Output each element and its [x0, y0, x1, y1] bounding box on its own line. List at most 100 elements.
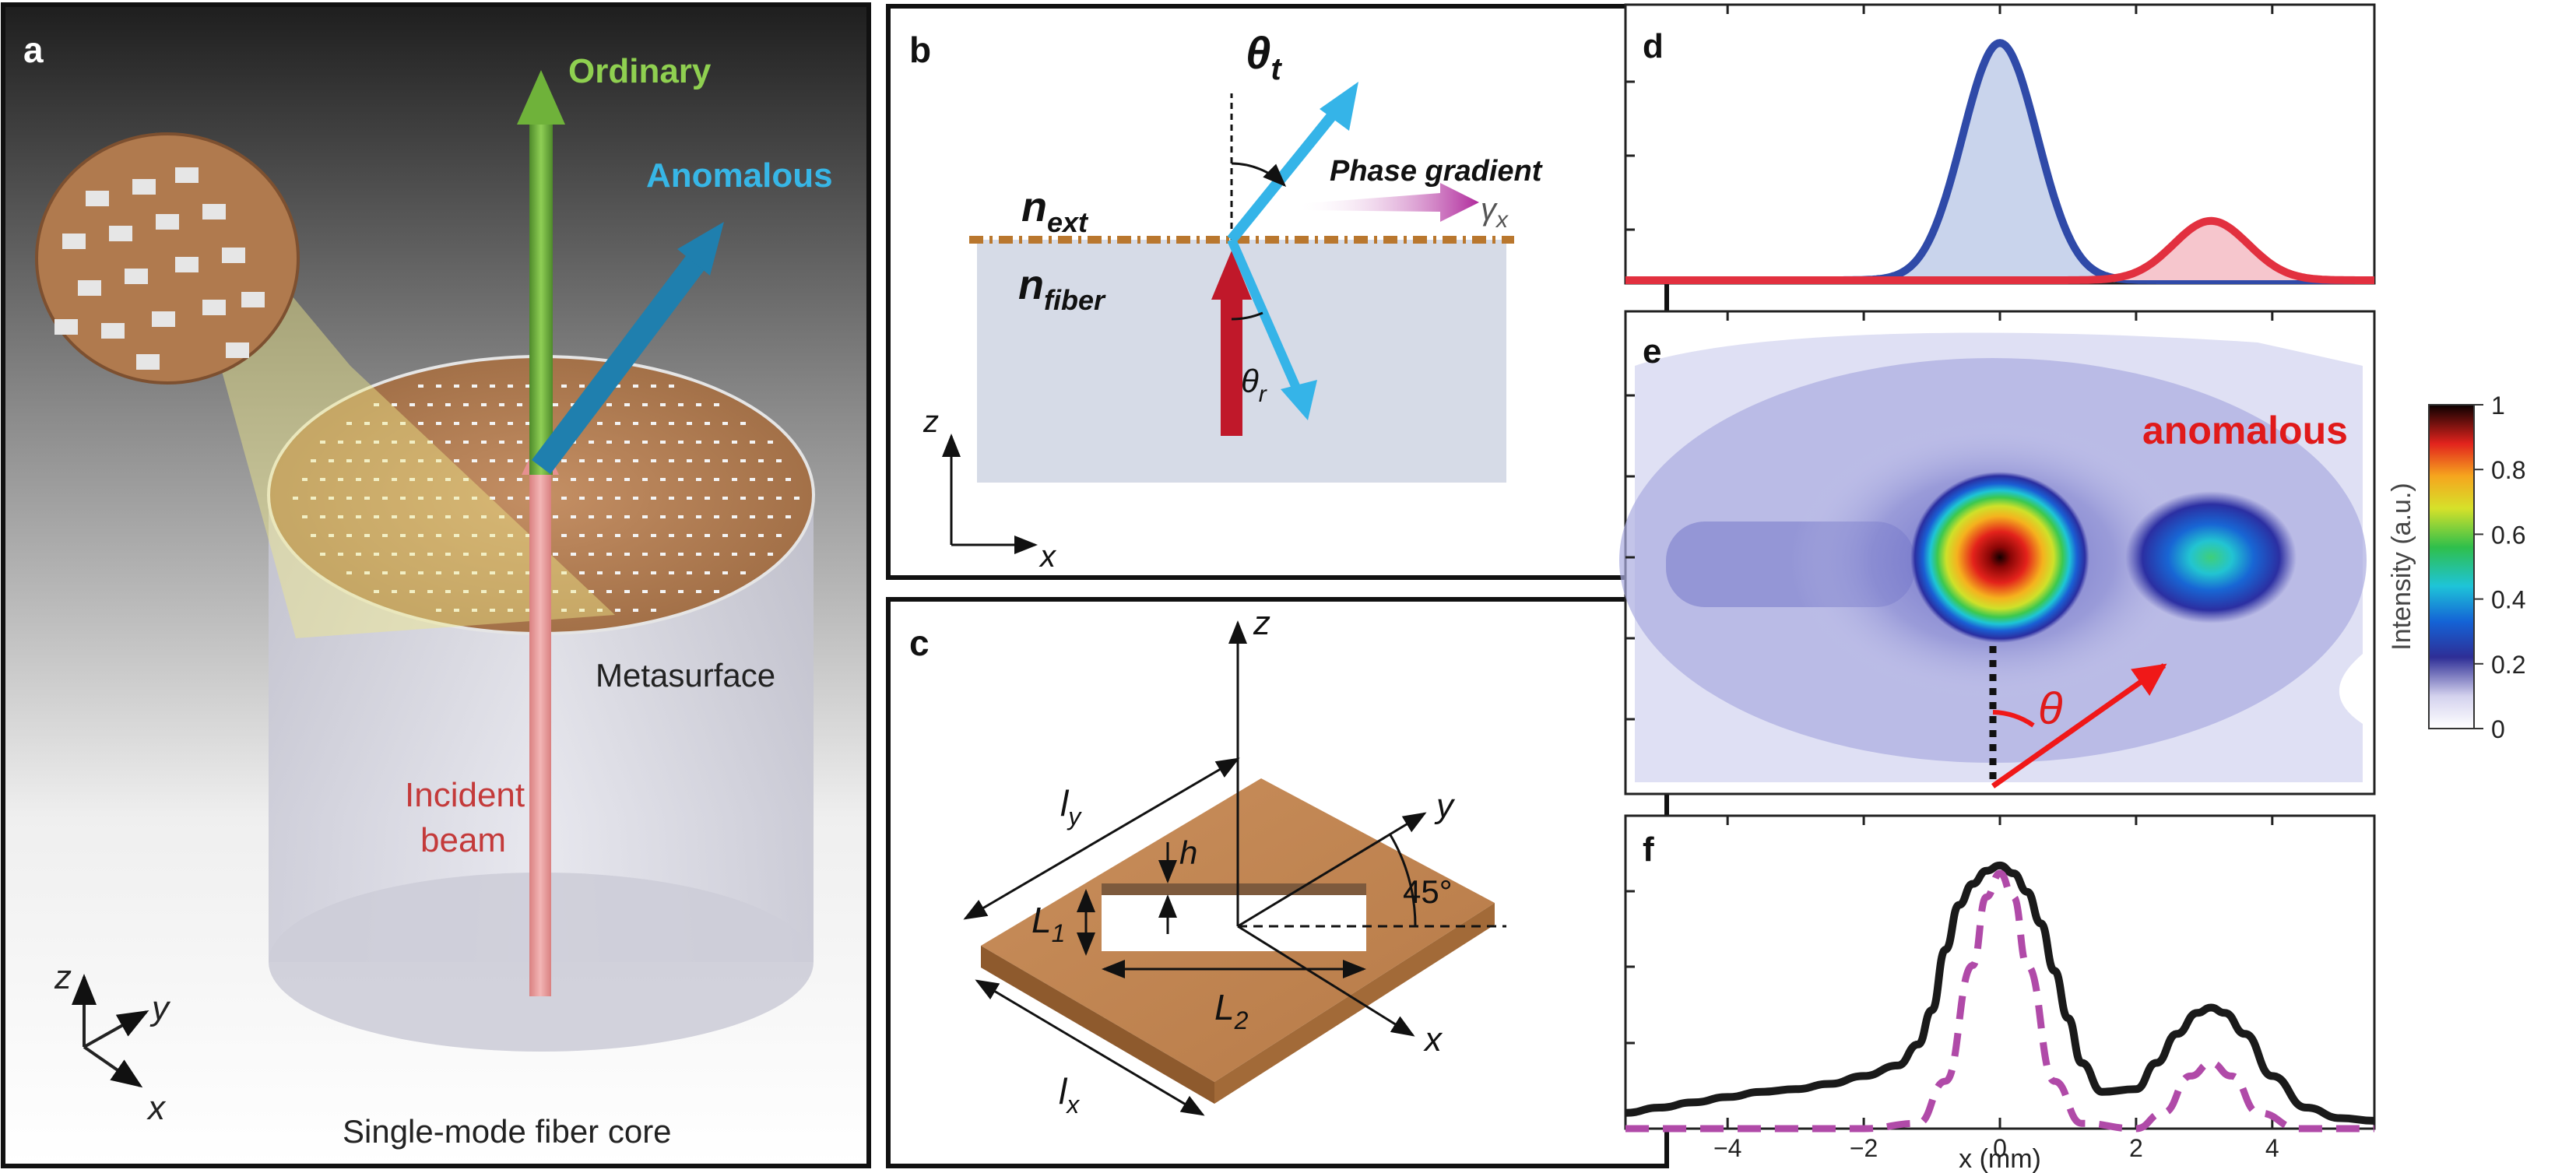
- nanoslit-dot: [589, 478, 594, 481]
- x-tick-label: 0: [1993, 1134, 2007, 1162]
- nanoslit-dot: [624, 478, 630, 481]
- nanoslit-dot: [356, 515, 361, 518]
- panel-d-curves: [1625, 39, 2374, 284]
- nanoslit-dot: [490, 497, 495, 500]
- anomalous-direction-arrow: [1991, 663, 2167, 788]
- nanoslit-dot: [768, 478, 773, 481]
- nanoslit-dot: [776, 534, 782, 537]
- nanoslit-dot: [436, 422, 441, 425]
- panel-f-tick-labels: −4 −2 0 2 4: [1713, 1134, 2279, 1162]
- nanoslit-dot: [571, 403, 576, 406]
- nanoslit-dot: [490, 534, 495, 537]
- nanoslit-dot: [508, 385, 513, 388]
- series-line-1: [1625, 869, 2374, 1133]
- x-tick-label: −4: [1713, 1134, 1741, 1162]
- nanoslit-dot: [669, 534, 674, 537]
- nanoslit-dot: [320, 478, 325, 481]
- nanoslit-dot: [472, 534, 477, 537]
- nanoslit-dot: [642, 478, 648, 481]
- nanoslit-dot: [651, 459, 656, 462]
- n-ext-label: next: [1021, 184, 1089, 238]
- colorbar-tick-label: 0.8: [2491, 456, 2525, 484]
- nanoslit-dot: [392, 441, 397, 444]
- zoom-cone: [156, 132, 615, 638]
- nanoslit-dot: [606, 403, 612, 406]
- nanoslit-dot: [525, 534, 531, 537]
- nanoslit-dot: [302, 515, 308, 518]
- nanoslit-dot: [696, 515, 701, 518]
- nanoslit-dot: [714, 478, 719, 481]
- nanoslit-dot: [374, 478, 379, 481]
- nanoslit-dot: [472, 459, 477, 462]
- nanoslit-dot: [642, 403, 648, 406]
- nanoslit-dot: [624, 403, 630, 406]
- nanoslit-dot: [454, 571, 459, 574]
- nanoslit-dot: [669, 385, 674, 388]
- nanoslit-dot: [329, 497, 334, 500]
- fiber-core-label: Single-mode fiber core: [343, 1113, 672, 1150]
- nanoslit-dot: [714, 515, 719, 518]
- nanoslit-dot: [364, 497, 370, 500]
- h-label: h: [1179, 834, 1197, 871]
- nanoslit-dot: [776, 497, 782, 500]
- nanoslit-dot: [642, 590, 648, 593]
- theta-arc: [1992, 710, 2035, 728]
- nanoslit-dot: [597, 422, 603, 425]
- nanoslit-dot: [687, 459, 692, 462]
- nanoslit-dot: [364, 422, 370, 425]
- panel-c-axes: [963, 620, 1506, 1116]
- nanoslit-dot: [768, 553, 773, 556]
- incident-arrow-b: [1221, 296, 1242, 436]
- nanoslit-dot: [436, 459, 441, 462]
- nanoslit-dot: [472, 609, 477, 612]
- colorbar: 1 0.8 0.6 0.4 0.2 0 Intensity (a.u.): [2387, 392, 2525, 743]
- nanoslit-dot: [409, 590, 415, 593]
- panel-b-letter: b: [909, 30, 931, 70]
- nanoslit-dot: [472, 571, 477, 574]
- nanoslit-dot: [499, 478, 504, 481]
- nanoslit-dot: [293, 497, 298, 500]
- panel-a-axis-y: y: [149, 989, 171, 1027]
- nanoslit-dot: [758, 497, 764, 500]
- nanoslit-dot: [750, 478, 755, 481]
- nanoslit-dot: [615, 571, 620, 574]
- nanoslit-dot: [374, 441, 379, 444]
- nanoslit-dot: [571, 590, 576, 593]
- nanoslit-dot: [722, 534, 728, 537]
- nanoslit-dot: [660, 515, 666, 518]
- nanoslit-dot: [525, 571, 531, 574]
- nanoslit-dot: [392, 403, 397, 406]
- nanoslit-dot: [722, 571, 728, 574]
- nanoslit-dot: [463, 515, 469, 518]
- nanoslit-dot: [338, 441, 343, 444]
- nanoslit-dot: [660, 590, 666, 593]
- nanoslit-dot: [499, 403, 504, 406]
- nanoslit-dot: [687, 422, 692, 425]
- nanoslit-dot: [696, 478, 701, 481]
- nanoslit-dot: [382, 497, 388, 500]
- nanoslit-dot: [732, 515, 737, 518]
- nanoslit-dot: [392, 590, 397, 593]
- nanoslit-dot: [436, 571, 441, 574]
- nanoslit-dot: [517, 441, 522, 444]
- nanoslit-dot: [481, 553, 487, 556]
- panel-f-letter: f: [1643, 831, 1654, 869]
- nanoslit-dot: [409, 515, 415, 518]
- nanoslit-dot: [374, 403, 379, 406]
- nanoslit-dot: [553, 478, 558, 481]
- nanoslit-dot: [338, 553, 343, 556]
- series-line-0: [1625, 861, 2375, 1125]
- nanoslit-dot: [392, 553, 397, 556]
- colorbar-label: Intensity (a.u.): [2387, 483, 2416, 650]
- nanoslit-dot: [525, 609, 531, 612]
- nanoslit-dot: [427, 553, 433, 556]
- nanoslit-dot: [633, 459, 638, 462]
- nanoslit-dot: [678, 590, 684, 593]
- nanoslit-dot: [508, 459, 513, 462]
- nanoslit-dot: [758, 459, 764, 462]
- nanoslit-dot: [705, 571, 710, 574]
- nanoslit-dot: [525, 385, 531, 388]
- nanoslit-dot: [669, 571, 674, 574]
- nanoslit-dot: [508, 534, 513, 537]
